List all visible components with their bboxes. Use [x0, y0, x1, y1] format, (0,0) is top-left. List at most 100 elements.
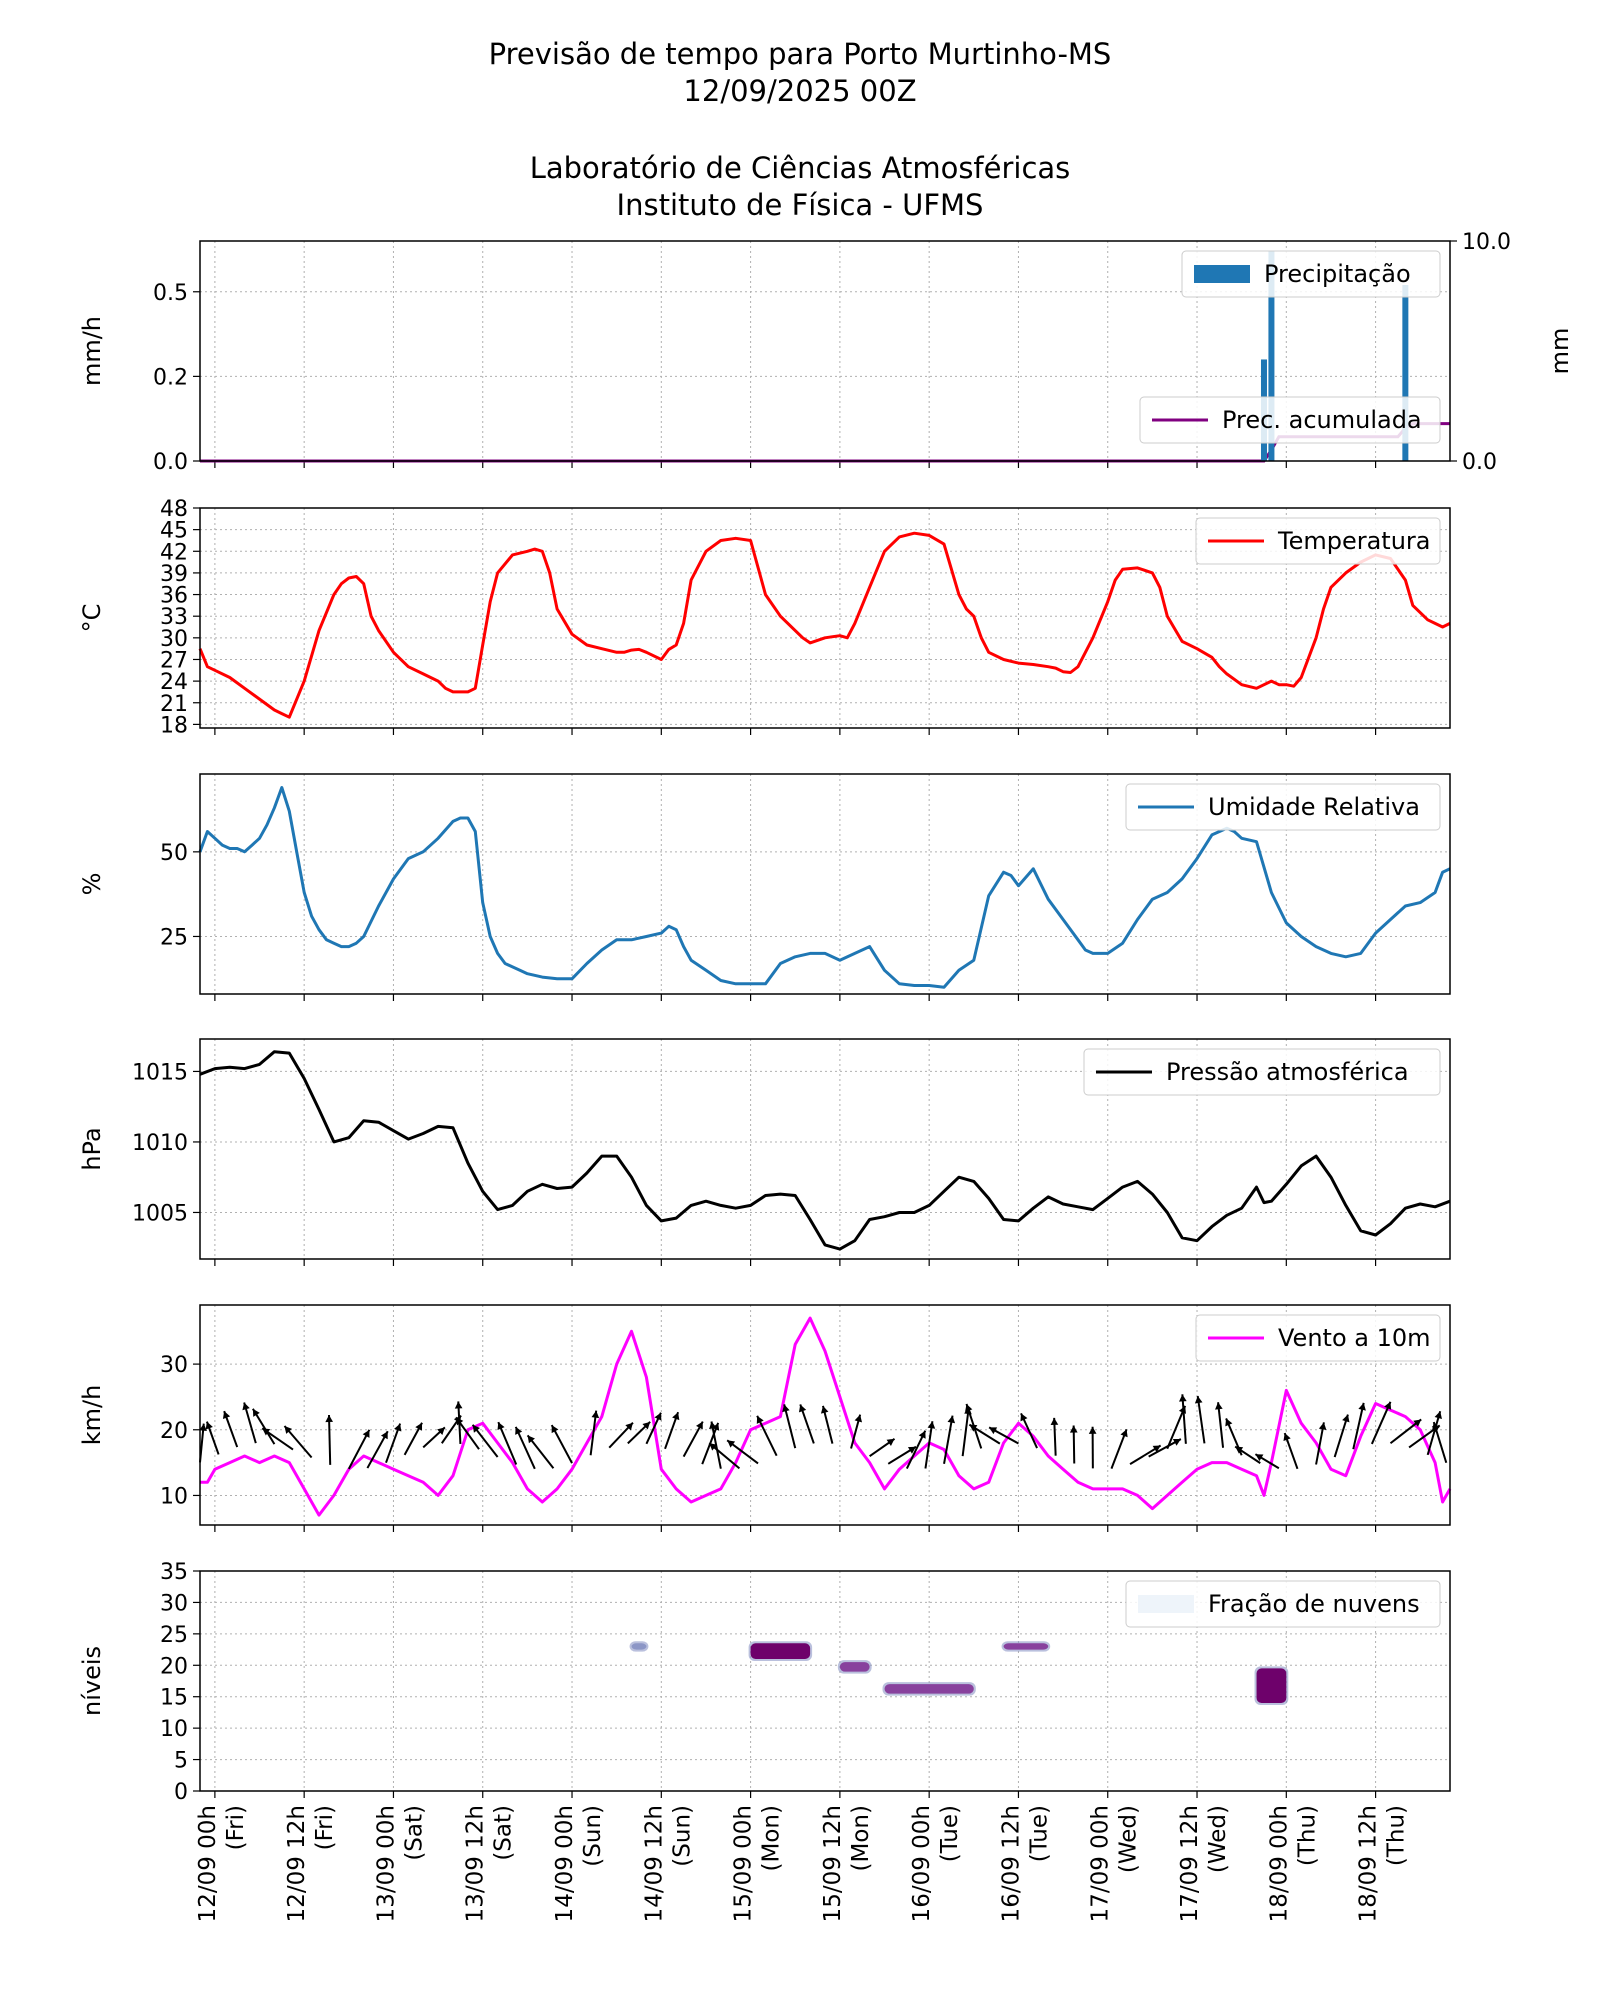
- x-tick-time: 18/09 12h: [1356, 1805, 1382, 1922]
- wind-arrow-head: [918, 1430, 926, 1439]
- wind-arrow-head: [907, 1446, 916, 1454]
- y-tick-label: 27: [160, 648, 188, 673]
- x-tick-time: 13/09 12h: [463, 1805, 489, 1922]
- wind-arrow-head: [380, 1431, 388, 1440]
- wind-arrow-head: [782, 1404, 790, 1413]
- title-line-2: 12/09/2025 00Z: [683, 74, 917, 108]
- wind-arrow-head: [1179, 1394, 1187, 1402]
- panel-pressure: 1005 1010 1015 hPa Pressão atmosférica: [78, 1038, 1451, 1266]
- wind-arrow-head: [205, 1421, 213, 1430]
- panel-humidity: 25 50% Umidade Relativa: [78, 773, 1451, 1001]
- x-tick-time: 14/09 00h: [552, 1805, 578, 1922]
- cloud-patch: [1256, 1668, 1287, 1703]
- wind-arrow: [943, 1415, 954, 1464]
- legend-box: [1125, 1580, 1441, 1628]
- y-tick-label: 25: [160, 925, 188, 950]
- legend-label: Pressão atmosférica: [1166, 1058, 1409, 1086]
- wind-arrow-head: [1283, 1433, 1291, 1441]
- x-tick-time: 16/09 12h: [998, 1805, 1024, 1922]
- precip-bar: [1402, 285, 1409, 461]
- wind-arrow-head: [1194, 1396, 1203, 1404]
- y-tick-label: 1010: [132, 1131, 188, 1156]
- y-axis-label: hPa: [78, 1127, 106, 1170]
- wind-arrow: [589, 1410, 598, 1456]
- x-tick-day: (Mon): [759, 1805, 785, 1871]
- x-tick-label: 16/09 12h (Tue): [998, 1805, 1052, 1922]
- plot-frame: [199, 240, 1451, 462]
- panel-clouds: 0 5 10 15 20 25 30 35 níveis Fração de nuvens: [78, 1560, 1451, 1805]
- wind-arrow: [1166, 1405, 1187, 1450]
- x-tick-label: 13/09 12h (Sat): [463, 1805, 517, 1922]
- wind-arrow-head: [284, 1426, 293, 1434]
- wind-arrow-head: [969, 1424, 978, 1432]
- x-tick-day: (Fri): [312, 1805, 338, 1850]
- wind-arrow: [1432, 1421, 1448, 1464]
- wind-arrow-head: [886, 1438, 895, 1446]
- x-tick-label: 12/09 12h (Fri): [284, 1805, 338, 1922]
- y-tick-label: 5: [174, 1749, 188, 1774]
- x-tick-day: (Sun): [580, 1805, 606, 1867]
- y-axis-label: mm/h: [78, 316, 106, 386]
- humidity-line: [198, 786, 1451, 989]
- wind-arrow-head: [927, 1421, 936, 1429]
- y-tick-label: 0.5: [153, 281, 188, 306]
- temperature-line: [198, 531, 1451, 719]
- y-tick-label: 36: [160, 584, 188, 609]
- y-tick-label: 45: [160, 519, 188, 544]
- y-tick-label: 25: [160, 1623, 188, 1648]
- x-tick-day: (Wed): [1116, 1805, 1142, 1873]
- pressure-line: [199, 1050, 1451, 1251]
- wind-arrow: [328, 1414, 332, 1465]
- plot-frame: [199, 773, 1451, 995]
- legend-box: [1181, 250, 1441, 298]
- x-tick-label: 14/09 12h (Sun): [641, 1805, 695, 1922]
- wind-arrow-head: [472, 1424, 480, 1433]
- x-tick-time: 12/09 12h: [284, 1805, 310, 1922]
- wind-arrow: [347, 1429, 371, 1470]
- wind-arrow-head: [854, 1414, 863, 1423]
- wind-arrow-head: [1255, 1454, 1264, 1462]
- plot-frame: [199, 507, 1451, 729]
- wind-arrow: [514, 1426, 536, 1470]
- wind-arrow-head: [551, 1425, 559, 1434]
- wind-arrow-head: [362, 1429, 370, 1438]
- y-tick-label: 1015: [132, 1060, 188, 1085]
- x-tick-time: 13/09 00h: [373, 1805, 399, 1922]
- wind-arrow: [1333, 1414, 1349, 1458]
- wind-arrow-head: [820, 1405, 829, 1414]
- wind-arrow: [243, 1402, 257, 1444]
- wind-arrow-head: [1050, 1417, 1059, 1426]
- x-tick-day: (Sat): [401, 1805, 427, 1861]
- y-tick-label: 35: [160, 1560, 188, 1585]
- y-axis-label: km/h: [78, 1385, 106, 1446]
- legend-label: Precipitação: [1264, 260, 1411, 288]
- x-tick-day: (Sun): [669, 1805, 695, 1867]
- wind-arrow-head: [394, 1423, 402, 1432]
- wind-arrow-head: [1358, 1402, 1366, 1411]
- wind-arrow-head: [1152, 1445, 1161, 1453]
- wind-arrow-head: [798, 1404, 807, 1413]
- legend-box: [1139, 396, 1441, 444]
- wind-arrow-head: [989, 1427, 998, 1435]
- y-axis-label: %: [78, 873, 106, 896]
- cloud-patch: [839, 1662, 870, 1672]
- wind-arrow: [497, 1421, 518, 1465]
- y-tick-label: 48: [160, 497, 188, 522]
- wind-arrow-head: [456, 1417, 464, 1426]
- plot-frame: [199, 1038, 1451, 1260]
- x-tick-day: (Thu): [1384, 1805, 1410, 1866]
- x-tick-day: (Wed): [1205, 1805, 1231, 1873]
- y2-tick-label: 10.0: [1462, 230, 1511, 255]
- wind-arrow-head: [325, 1414, 334, 1423]
- wind-arrow-head: [1120, 1429, 1128, 1438]
- wind-arrow-head: [709, 1421, 717, 1430]
- wind-arrow: [924, 1421, 934, 1469]
- wind-arrow-head: [1432, 1422, 1440, 1430]
- y-tick-label: 30: [160, 627, 188, 652]
- x-tick-label: 15/09 00h (Mon): [731, 1805, 785, 1922]
- wind-arrow: [550, 1424, 573, 1464]
- wind-arrow-head: [437, 1427, 445, 1435]
- wind-arrow: [1196, 1395, 1206, 1444]
- legend-label: Vento a 10m: [1278, 1324, 1431, 1352]
